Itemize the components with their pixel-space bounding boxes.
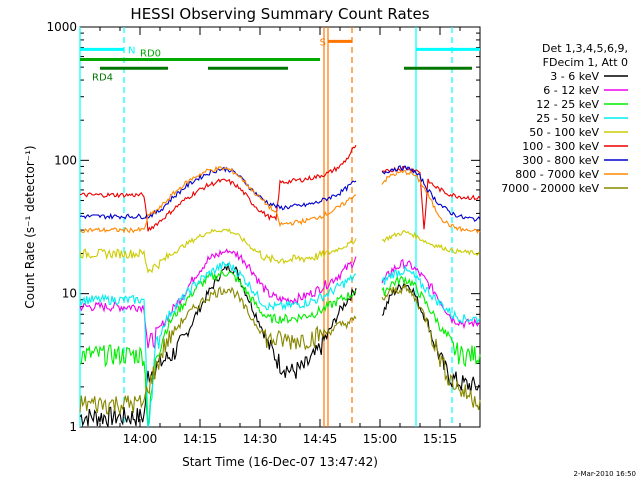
- series-line-5: [79, 228, 481, 274]
- y-tick-label: 10: [62, 287, 77, 301]
- legend-entry-label: 100 - 300 keV: [522, 140, 599, 153]
- legend: Det 1,3,4,5,6,9,FDecim 1, Att 03 - 6 keV…: [501, 42, 628, 195]
- series-line-8: [79, 165, 481, 234]
- x-tick-label: 14:45: [303, 432, 338, 446]
- x-tick-label: 15:15: [423, 432, 458, 446]
- x-axis-label: Start Time (16-Dec-07 13:47:42): [182, 455, 378, 469]
- series-line-4: [79, 260, 481, 428]
- legend-entry-label: 12 - 25 keV: [536, 98, 599, 111]
- legend-entry-label: 50 - 100 keV: [529, 126, 599, 139]
- series-line-6: [79, 144, 481, 232]
- y-tick-label: 1: [69, 420, 77, 434]
- x-tick-label: 15:00: [363, 432, 398, 446]
- y-tick-label: 100: [54, 153, 77, 167]
- x-tick-label: 14:30: [243, 432, 278, 446]
- series-line-1: [79, 263, 481, 428]
- flag-label-rd0: RD0: [140, 49, 161, 60]
- series-line-3: [79, 269, 481, 428]
- legend-header: FDecim 1, Att 0: [543, 56, 628, 69]
- date-stamp: 2-Mar-2010 16:50: [574, 470, 636, 478]
- series-line-2: [79, 248, 481, 350]
- legend-entry-label: 6 - 12 keV: [543, 84, 599, 97]
- chart-title: HESSI Observing Summary Count Rates: [130, 5, 429, 23]
- flag-label-s: S: [320, 37, 326, 48]
- series-line-9: [79, 282, 481, 415]
- legend-entry-label: 25 - 50 keV: [536, 112, 599, 125]
- flag-label-rd4: RD4: [92, 72, 113, 83]
- legend-entry-label: 300 - 800 keV: [522, 154, 599, 167]
- legend-entry-label: 800 - 7000 keV: [515, 168, 599, 181]
- flag-label-n: N: [128, 45, 135, 56]
- y-tick-label: 1000: [46, 20, 77, 34]
- legend-entry-label: 7000 - 20000 keV: [501, 182, 599, 195]
- x-tick-label: 14:15: [183, 432, 218, 446]
- x-tick-label: 14:00: [123, 432, 158, 446]
- y-axis-label: Count Rate (s⁻¹ detector⁻¹): [23, 145, 37, 308]
- legend-entry-label: 3 - 6 keV: [550, 70, 599, 83]
- legend-header: Det 1,3,4,5,6,9,: [542, 42, 628, 55]
- plot-area: 1 10 100 1000 14:00 14:15 14:30 14:45 15:00 15:15…: [46, 20, 481, 446]
